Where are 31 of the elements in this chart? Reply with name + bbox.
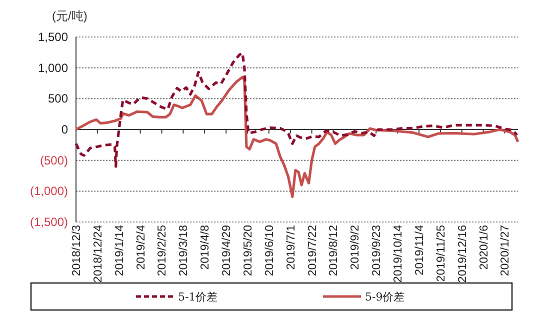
x-tick-label: 2019/5/20 [242,225,254,276]
x-tick-label: 2019/12/16 [456,225,469,283]
y-tick-label: 500 [48,92,68,106]
x-tick-label: 2019/9/23 [371,225,384,276]
x-tick-label: 2020/1/27 [500,225,512,276]
x-tick-label: 2019/8/12 [328,225,340,276]
x-tick-label: 2019/11/4 [414,224,426,276]
x-tick-label: 2019/10/14 [392,224,405,283]
y-tick-label: (1,500) [30,215,68,229]
x-tick-label: 2019/4/29 [221,225,234,276]
y-axis-title: (元/吨) [52,9,88,23]
x-tick-label: 2020/1/6 [478,225,490,270]
x-tick-label: 2018/12/3 [71,225,83,276]
x-tick-label: 2019/9/2 [350,225,362,270]
x-tick-label: 2019/4/8 [200,225,212,270]
x-tick-label: 2019/6/10 [264,225,276,276]
y-tick-label: 1,500 [38,30,68,44]
y-tick-label: 0 [61,122,68,136]
legend-label: 5-1价差 [178,290,218,304]
x-tick-label: 2019/2/4 [135,224,148,270]
x-tick-label: 2019/1/14 [114,224,126,276]
x-tick-label: 2019/7/22 [306,225,319,276]
x-tick-label: 2018/12/24 [92,224,104,283]
legend-label: 5-9价差 [365,290,405,304]
x-tick-label: 2019/3/18 [178,225,190,276]
y-tick-label: 1,000 [38,60,68,75]
y-tick-label: (500) [40,153,68,168]
x-tick-label: 2019/7/1 [285,225,298,270]
x-tick-label: 2019/11/25 [435,225,448,282]
y-tick-label: (1,000) [30,184,68,198]
x-tick-label: 2019/2/25 [156,225,169,276]
